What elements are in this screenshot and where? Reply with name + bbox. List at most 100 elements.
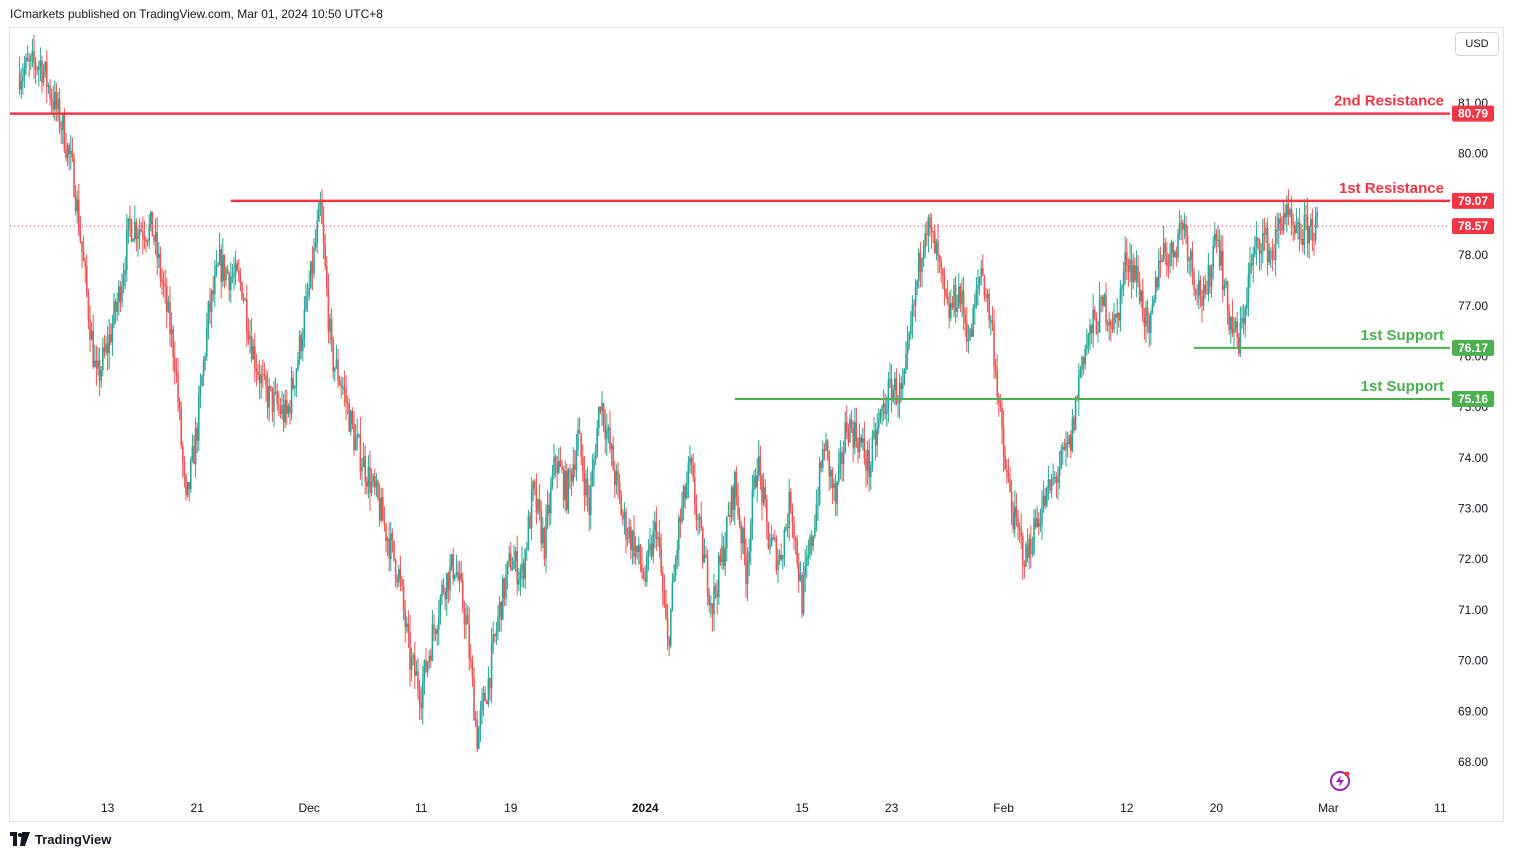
candle-body <box>324 244 326 267</box>
candle <box>1153 295 1155 307</box>
candle <box>108 318 110 370</box>
candle-body <box>143 237 146 241</box>
candle-body <box>114 301 117 313</box>
candle-body <box>1113 314 1115 330</box>
candle-body <box>1004 456 1006 470</box>
candle-body <box>1230 317 1232 330</box>
candle-body <box>716 592 718 598</box>
candle-body <box>614 469 616 485</box>
candle <box>1148 313 1150 348</box>
candle-body <box>356 434 358 438</box>
candle <box>180 401 182 450</box>
candle <box>1236 311 1238 347</box>
candle <box>1316 207 1318 229</box>
candle <box>190 456 192 493</box>
candle-body <box>1151 304 1154 313</box>
candle <box>289 400 291 425</box>
candle <box>46 50 48 104</box>
candle-body <box>391 533 394 541</box>
candle-body <box>1118 312 1120 321</box>
candle-body <box>465 615 467 625</box>
candle <box>452 547 454 585</box>
candle-body <box>924 233 926 250</box>
candle-body <box>938 256 941 262</box>
candle-body <box>1030 538 1032 554</box>
candle-body <box>745 554 747 585</box>
candle-body <box>890 378 893 401</box>
candle-body <box>247 331 250 340</box>
candle-body <box>881 406 883 412</box>
candle-body <box>166 286 168 312</box>
candle-body <box>1042 495 1045 507</box>
candle <box>852 420 854 463</box>
candle <box>1209 264 1211 295</box>
candle-body <box>548 504 550 514</box>
candle <box>700 501 702 532</box>
candle <box>985 287 987 303</box>
x-tick-label: 23 <box>885 801 899 815</box>
candle <box>980 259 982 286</box>
tradingview-logo-icon <box>10 832 30 846</box>
currency-button[interactable]: USD <box>1455 32 1499 56</box>
candle <box>1031 536 1034 558</box>
candle <box>1302 229 1304 253</box>
candle <box>919 241 922 288</box>
candle-body <box>343 386 346 390</box>
candle-body <box>158 253 160 259</box>
candle-body <box>1204 284 1206 294</box>
candle-body <box>175 370 178 374</box>
candle-body <box>334 367 336 372</box>
candle-body <box>527 516 530 549</box>
tradingview-logo[interactable]: TradingView <box>10 830 111 848</box>
candle-body <box>110 334 112 343</box>
candle <box>236 260 238 272</box>
candle <box>84 257 86 284</box>
candle <box>631 529 634 565</box>
candle <box>55 82 58 122</box>
candle-body <box>430 655 432 661</box>
candle-body <box>404 609 406 627</box>
candle-body <box>1274 229 1277 260</box>
candle <box>905 341 907 374</box>
candle <box>1194 288 1197 301</box>
chart-frame <box>9 27 1504 822</box>
candle <box>1009 466 1011 493</box>
candle <box>369 450 371 511</box>
candle <box>1215 229 1218 254</box>
lightning-icon[interactable] <box>1328 769 1352 793</box>
candle-body <box>634 545 637 557</box>
candle <box>252 338 254 360</box>
candle <box>1186 225 1189 273</box>
candle-body <box>882 403 885 407</box>
candle-body <box>1076 397 1078 399</box>
candle <box>724 531 726 577</box>
candle-body <box>84 261 86 267</box>
candle <box>1193 267 1195 297</box>
candle <box>778 550 781 566</box>
candle <box>766 494 768 540</box>
candle-body <box>242 298 245 301</box>
candle <box>95 345 98 386</box>
candle <box>191 433 194 463</box>
candle-body <box>618 481 621 496</box>
candle <box>145 236 147 253</box>
candle <box>1257 236 1259 250</box>
candle <box>1095 312 1098 335</box>
candle-body <box>1039 524 1042 527</box>
candle <box>449 554 451 601</box>
candle-body <box>692 465 694 478</box>
candle <box>884 393 886 420</box>
candle <box>414 641 416 689</box>
candle <box>713 573 715 631</box>
candle <box>566 463 568 514</box>
candle <box>441 579 443 605</box>
x-tick-label: 2024 <box>632 801 659 815</box>
candle-body <box>25 57 27 69</box>
candle-body <box>874 431 877 446</box>
candle-body <box>852 428 854 448</box>
